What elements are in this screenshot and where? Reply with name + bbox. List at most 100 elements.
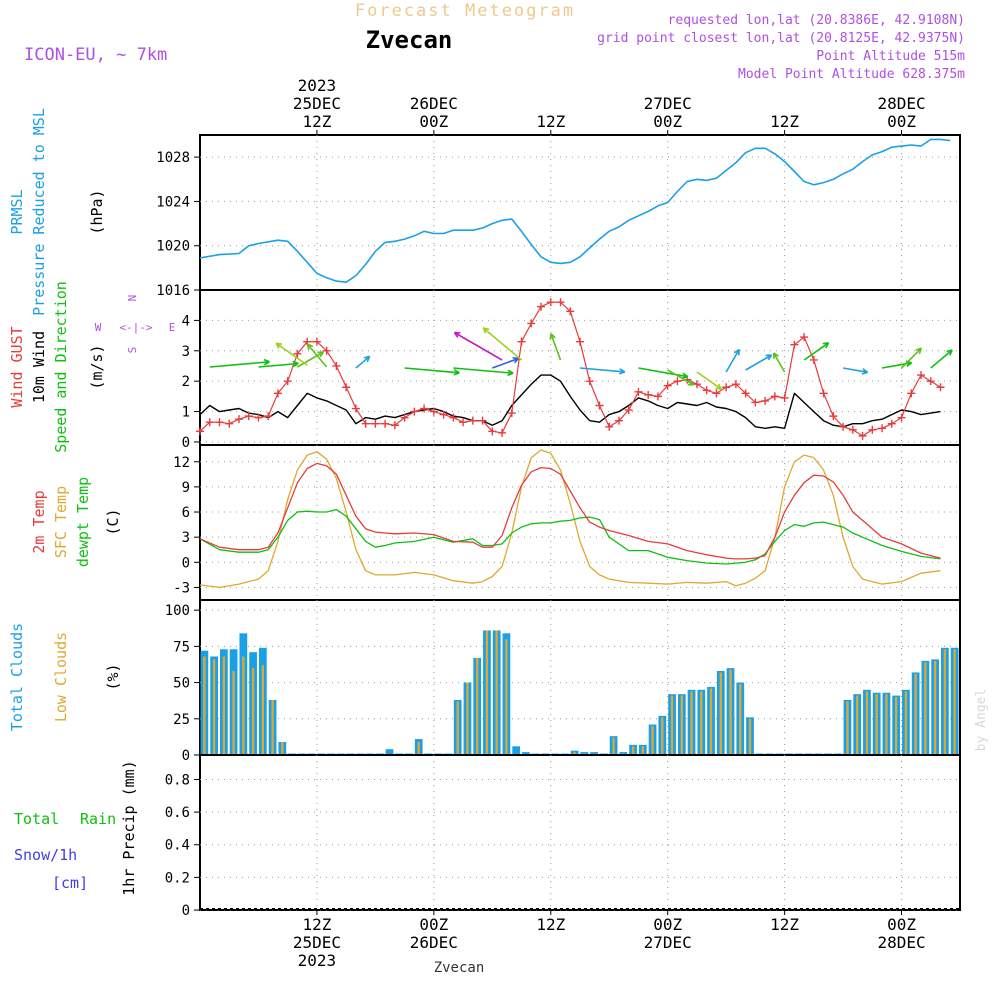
wind-gust-marker <box>566 307 575 316</box>
wind-direction-arrow <box>725 348 740 373</box>
wind-gust-marker <box>332 361 341 370</box>
total-clouds-bar <box>356 753 365 755</box>
wind-gust-marker <box>722 383 731 392</box>
bottom-time-label: 00Z <box>653 915 682 934</box>
wind-axis-label: Speed and Direction <box>52 281 70 453</box>
wind-direction-arrow <box>306 343 328 368</box>
low-clouds-bar <box>222 656 226 754</box>
wind-gust-marker <box>800 333 809 342</box>
compass-north: N <box>126 295 139 302</box>
compass-west: W <box>95 321 102 334</box>
top-time-label: 00Z <box>887 112 916 131</box>
compass-south: S <box>126 347 139 354</box>
wind-direction-arrow <box>745 354 773 371</box>
low-clouds-bar <box>476 657 479 754</box>
pressure-axis-label: Pressure Reduced to MSL <box>30 108 48 316</box>
low-clouds-bar <box>953 649 956 754</box>
wind-gust-marker <box>673 377 682 386</box>
wind-gust-marker <box>507 409 516 418</box>
location-title: Zvecan <box>366 26 453 54</box>
wind-gust-marker <box>234 415 243 424</box>
wind-direction-arrow <box>772 352 786 373</box>
temp-ytick-label: 0 <box>182 555 190 571</box>
wind-gust-marker <box>780 393 789 402</box>
wind-gust-marker <box>936 383 945 392</box>
bottom-time-label: 00Z <box>419 915 448 934</box>
total-clouds-bar <box>755 753 764 755</box>
wind-direction-arrow <box>453 331 503 361</box>
low-clouds-bar <box>719 672 722 754</box>
wind-gust-marker <box>790 340 799 349</box>
wind-gust-marker <box>887 419 896 428</box>
low-clouds-bar <box>466 682 469 754</box>
top-time-label: 2023 <box>298 76 337 95</box>
sfc-temp-line <box>199 449 941 589</box>
temp-ytick-label: 12 <box>173 455 190 471</box>
total-clouds-bar <box>833 753 842 755</box>
wind-direction-arrow <box>209 358 270 368</box>
temp-axis-label: SFC Temp <box>52 486 70 558</box>
low-clouds-bar <box>885 694 888 754</box>
wind-gust-marker <box>537 302 546 311</box>
wind-direction-arrow <box>482 327 523 361</box>
wind-gust-marker <box>546 298 555 307</box>
wind-gust-marker <box>381 419 390 428</box>
precip-ytick-label: 0 <box>182 903 190 919</box>
wind-gust-marker <box>809 355 818 364</box>
low-clouds-bar <box>690 691 693 754</box>
wind-gust-marker <box>361 419 370 428</box>
pressure-ytick-label: 1024 <box>156 194 190 210</box>
low-clouds-bar <box>729 669 732 754</box>
bottom-time-label: 26DEC <box>410 933 458 952</box>
wind-gust-marker <box>517 337 526 346</box>
wind-gust-marker <box>312 337 321 346</box>
wind-gust-marker <box>576 337 584 346</box>
wind-gust-marker <box>244 412 253 421</box>
wind-direction-arrow <box>900 347 923 369</box>
total-clouds-bar <box>522 752 530 754</box>
wind-direction-arrow <box>297 351 325 368</box>
total-clouds-bar <box>512 746 521 754</box>
precip-axis-label: 1hr Precip (mm) <box>120 760 138 895</box>
wind-direction-arrow <box>355 355 371 369</box>
low-clouds-bar <box>739 684 742 754</box>
bottom-time-label: 12Z <box>770 915 799 934</box>
low-clouds-bar <box>856 695 859 754</box>
temp-axis-label: 2m Temp <box>30 490 48 553</box>
low-clouds-bar <box>612 737 615 754</box>
wind-gust-marker <box>614 416 623 425</box>
top-time-label: 12Z <box>302 112 331 131</box>
clouds-ytick-label: 75 <box>173 639 190 655</box>
low-clouds-bar <box>680 695 683 754</box>
total-clouds-bar <box>434 753 443 755</box>
bottom-time-label: 28DEC <box>877 933 925 952</box>
total-clouds-bar <box>317 753 326 755</box>
wind-gust-marker <box>400 413 409 422</box>
clouds-ytick-label: 100 <box>165 603 190 619</box>
low-clouds-bar <box>592 753 596 755</box>
total-clouds-bar <box>297 753 306 755</box>
clouds-axis-label: Total Clouds <box>8 623 26 731</box>
top-time-label: 12Z <box>536 112 565 131</box>
low-clouds-bar <box>933 660 937 754</box>
point-altitude: Point Altitude 515m <box>816 49 965 64</box>
wind-gust-marker <box>731 380 740 389</box>
bottom-time-label: 12Z <box>536 915 565 934</box>
wind-direction-arrow <box>842 367 869 375</box>
total-clouds-bar <box>619 752 628 754</box>
precip-panel-frame <box>199 754 961 911</box>
total-clouds-bar <box>551 753 560 755</box>
wind-gust-marker <box>634 387 643 396</box>
low-clouds-bar <box>914 673 917 754</box>
wind-gust-marker <box>702 386 711 395</box>
wind-direction-arrow <box>803 342 830 361</box>
wind-gust-marker <box>624 406 633 415</box>
low-clouds-bar <box>485 630 489 754</box>
total-clouds-bar <box>327 753 335 755</box>
bottom-time-label: 12Z <box>302 915 331 934</box>
total-clouds-bar <box>785 753 793 755</box>
wind-gust-marker <box>468 416 477 425</box>
pressure-ytick-label: 1028 <box>156 150 190 166</box>
total-clouds-bar <box>288 753 296 755</box>
